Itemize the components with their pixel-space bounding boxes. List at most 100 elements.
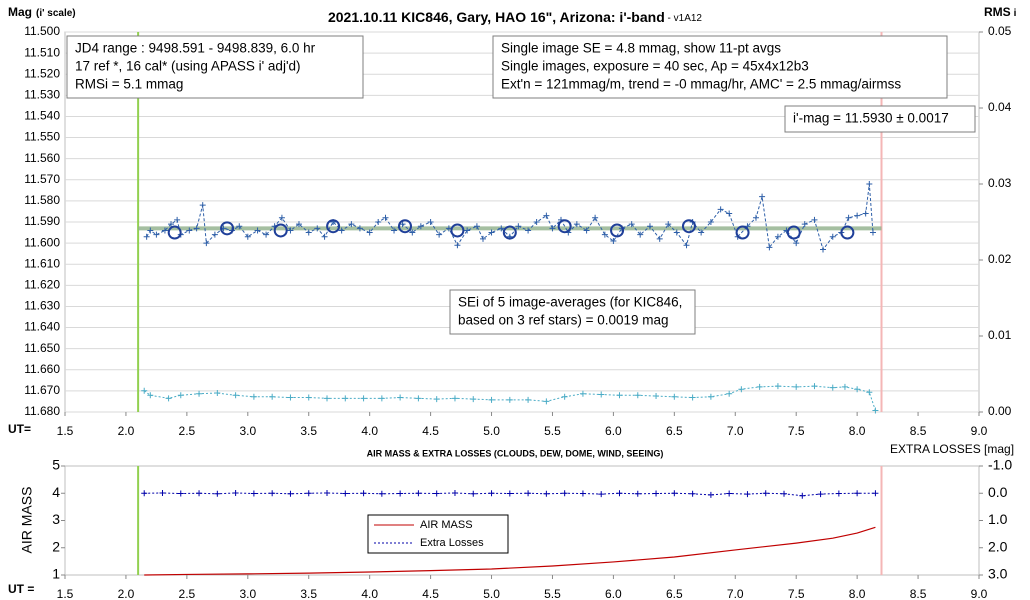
y-tick-label: 11.600 <box>24 235 60 249</box>
data-point <box>799 492 806 499</box>
y-tick-label: 11.540 <box>24 109 60 123</box>
data-point <box>543 398 550 405</box>
average-point <box>840 225 855 240</box>
x-tick-label: 6.0 <box>605 424 622 438</box>
data-point <box>250 393 257 400</box>
data-point <box>199 202 206 209</box>
data-point <box>488 490 495 497</box>
annotation-text: based on 3 ref stars) = 0.0019 mag <box>458 313 669 328</box>
data-point <box>689 394 696 401</box>
y-axis-label: AIR MASS <box>19 487 35 554</box>
x-tick-label: 8.0 <box>849 424 866 438</box>
data-point <box>793 383 800 390</box>
average-point <box>326 219 341 234</box>
data-point <box>375 219 382 225</box>
average-point <box>610 223 625 238</box>
data-point <box>707 491 714 498</box>
data-point <box>360 395 367 402</box>
data-point <box>781 490 788 497</box>
data-point <box>159 489 166 496</box>
data-point <box>177 392 184 399</box>
data-point <box>766 244 773 251</box>
y2-label: RMS <box>984 5 1011 19</box>
legend: AIR MASS Extra Losses <box>367 514 509 554</box>
data-point <box>161 227 168 234</box>
data-point <box>726 390 733 397</box>
data-point <box>854 490 861 497</box>
y2-axis-label: EXTRA LOSSES [mag] <box>890 442 1014 456</box>
y-tick-label: 11.680 <box>24 404 60 418</box>
data-point <box>515 223 522 230</box>
data-point <box>579 390 586 397</box>
x-tick-label: 3.5 <box>300 424 317 438</box>
x-tick-label: 5.0 <box>483 587 500 600</box>
y-tick-label: 11.660 <box>24 362 60 376</box>
data-point <box>147 227 154 234</box>
data-point <box>656 235 663 242</box>
data-point <box>506 396 513 403</box>
data-point <box>324 395 331 402</box>
data-point <box>143 233 150 240</box>
x-tick-label: 4.0 <box>361 424 378 438</box>
data-point <box>399 221 406 228</box>
average-point <box>167 225 182 240</box>
data-point <box>543 490 550 497</box>
data-point <box>854 386 861 393</box>
data-point <box>232 489 239 496</box>
data-point <box>634 490 641 497</box>
data-point <box>397 490 404 497</box>
data-point <box>278 214 285 221</box>
data-point <box>801 221 808 228</box>
annotation: i'-mag = 11.5930 ± 0.0017 <box>784 105 976 133</box>
data-point <box>321 233 328 240</box>
average-point <box>735 225 750 240</box>
data-point <box>415 395 422 402</box>
data-point <box>305 490 312 497</box>
x-tick-label: 5.5 <box>544 424 561 438</box>
y-tick-label: 11.550 <box>24 130 60 144</box>
data-point <box>174 216 181 223</box>
x-tick-label: 7.0 <box>727 587 744 600</box>
data-point <box>480 235 487 242</box>
data-point <box>342 395 349 402</box>
data-point <box>744 491 751 498</box>
annotation-text: Single images, exposure = 40 sec, Ap = 4… <box>501 59 809 74</box>
data-point <box>391 227 398 234</box>
data-point <box>338 227 345 234</box>
data-point <box>817 491 824 498</box>
x-tick-label: 8.5 <box>910 587 927 600</box>
average-point <box>273 223 288 238</box>
x-tick-label: 2.0 <box>118 424 135 438</box>
data-point <box>409 229 416 236</box>
data-point <box>707 219 714 225</box>
data-point <box>464 227 471 234</box>
x-tick-label: 5.5 <box>544 587 561 600</box>
legend-box <box>367 514 509 554</box>
y-label: Mag <box>8 5 32 19</box>
data-point <box>869 229 876 236</box>
y-tick-label: 11.640 <box>24 320 60 334</box>
data-point <box>592 214 599 221</box>
data-point <box>738 386 745 393</box>
average-point <box>557 219 572 234</box>
data-point <box>872 407 879 414</box>
annotation: SEi of 5 image-averages (for KIC846, base… <box>449 289 696 335</box>
x-tick-label: 7.5 <box>788 587 805 600</box>
data-point <box>533 219 540 225</box>
data-point <box>726 210 733 217</box>
y2-tick-label: 0.05 <box>988 24 1012 38</box>
data-point <box>752 214 759 221</box>
annotation-text: RMSi = 5.1 mmag <box>75 77 183 92</box>
average-point <box>681 219 696 234</box>
x-tick-label: 8.0 <box>849 587 866 600</box>
data-point <box>671 393 678 400</box>
y-tick-label: 11.650 <box>24 341 60 355</box>
data-point <box>866 389 873 396</box>
data-point <box>707 393 714 400</box>
data-point <box>203 240 210 247</box>
x-tick-label: 7.0 <box>727 424 744 438</box>
data-point <box>583 227 590 234</box>
data-point <box>473 223 480 230</box>
data-point <box>305 229 312 236</box>
data-point <box>254 227 261 234</box>
